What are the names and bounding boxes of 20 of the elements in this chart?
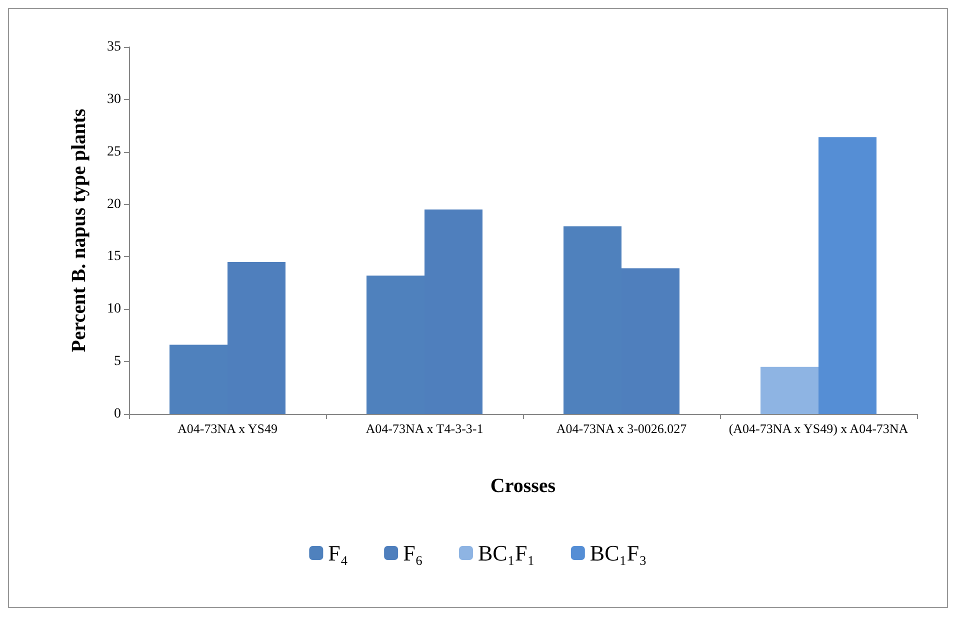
y-tick-label: 20 bbox=[107, 196, 121, 212]
y-tick-label: 5 bbox=[114, 354, 121, 370]
legend-label: BC₁F₃ bbox=[590, 540, 647, 566]
y-tick-label: 15 bbox=[107, 249, 121, 264]
y-tick-label: 25 bbox=[107, 144, 121, 160]
bar bbox=[818, 137, 876, 414]
x-axis-title: Crosses bbox=[490, 475, 556, 497]
x-tick-label: A04-73NA x YS49 bbox=[178, 421, 278, 436]
legend-label: F₆ bbox=[403, 540, 423, 566]
legend-label: F₄ bbox=[328, 540, 348, 566]
x-tick-label: A04-73NA x 3-0026.027 bbox=[556, 421, 688, 436]
y-tick-label: 10 bbox=[107, 302, 121, 317]
x-tick-label: A04-73NA x T4-3-3-1 bbox=[366, 421, 484, 436]
y-tick-label: 35 bbox=[107, 40, 121, 54]
y-tick-label: 30 bbox=[107, 92, 121, 107]
y-axis-title: Percent B. napus type plants bbox=[68, 108, 90, 352]
legend-label: BC₁F₁ bbox=[478, 540, 535, 566]
y-tick-label: 0 bbox=[114, 406, 121, 422]
bar bbox=[760, 366, 818, 414]
x-tick-label: (A04-73NA x YS49) x A04-73NA bbox=[728, 421, 909, 436]
